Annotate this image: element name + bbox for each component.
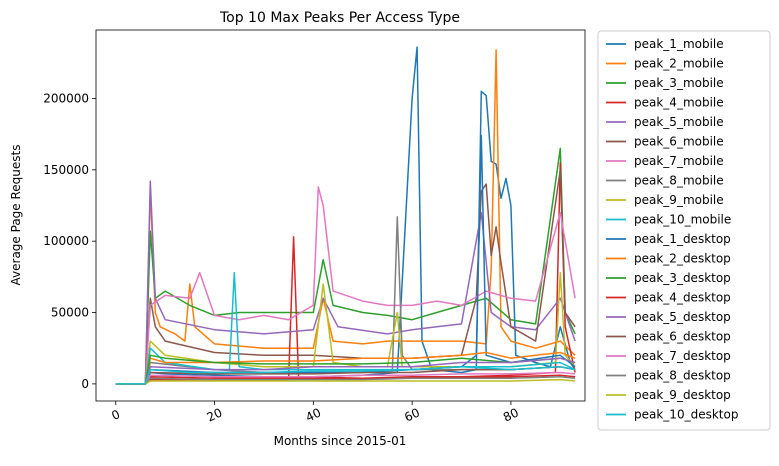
y-tick-label: 100000 <box>43 234 89 248</box>
legend-label: peak_6_mobile <box>634 135 724 149</box>
legend-box <box>597 30 771 431</box>
legend-label: peak_10_desktop <box>634 408 738 422</box>
series-line-peak_10_desktop <box>115 366 576 385</box>
plot-frame <box>95 29 586 402</box>
legend-label: peak_2_mobile <box>634 57 724 71</box>
series-line-peak_6_mobile <box>115 169 576 385</box>
x-tick-label: 20 <box>205 405 225 424</box>
series-line-peak_2_desktop <box>115 351 576 385</box>
x-tick-label: 60 <box>402 405 422 424</box>
y-tick-label: 150000 <box>43 163 89 177</box>
x-tick-label: 40 <box>303 405 323 424</box>
legend-label: peak_4_mobile <box>634 96 724 110</box>
legend-label: peak_9_desktop <box>634 388 731 402</box>
legend-label: peak_1_mobile <box>634 37 724 51</box>
series-line-peak_8_desktop <box>115 375 576 385</box>
y-tick-label: 200000 <box>43 91 89 105</box>
legend: peak_1_mobile peak_2_mobile peak_3_mobilep… <box>597 30 771 431</box>
legend-label: peak_8_mobile <box>634 174 724 188</box>
legend-label: peak_9_mobile <box>634 193 724 207</box>
series-line-peak_2_mobile <box>115 49 576 385</box>
y-tick-label: 0 <box>81 377 89 391</box>
x-axis-label: Months since 2015-01 <box>274 434 407 448</box>
legend-label: peak_2_desktop <box>634 252 731 266</box>
plot-area <box>95 29 586 402</box>
legend-label: peak_4_desktop <box>634 291 731 305</box>
y-axis-label: Average Page Requests <box>9 145 23 286</box>
series-line-peak_7_desktop <box>115 371 576 385</box>
y-axis: 0 50000 100000 150000 200000 <box>43 91 96 391</box>
series-line-peak_5_desktop <box>115 357 576 385</box>
chart-title: Top 10 Max Peaks Per Access Type <box>219 10 460 26</box>
series-line-peak_7_mobile <box>115 186 576 385</box>
series-line-peak_1_desktop <box>115 134 576 385</box>
series-line-peak_9_desktop <box>115 378 576 385</box>
legend-label: peak_3_mobile <box>634 76 724 90</box>
legend-label: peak_5_mobile <box>634 115 724 129</box>
legend-label: peak_1_desktop <box>634 232 731 246</box>
series-line-peak_5_mobile <box>115 180 576 385</box>
legend-label: peak_8_desktop <box>634 369 731 383</box>
series-line-peak_3_mobile <box>115 147 576 385</box>
series-line-peak_4_mobile <box>115 161 576 385</box>
x-axis: 0 20 40 60 80 <box>109 401 521 425</box>
x-tick-label: 0 <box>109 407 122 423</box>
y-tick-label: 50000 <box>51 306 89 320</box>
legend-label: peak_7_mobile <box>634 154 724 168</box>
legend-label: peak_5_desktop <box>634 310 731 324</box>
series-line-peak_10_mobile <box>115 271 576 385</box>
legend-label: peak_10_mobile <box>634 213 731 227</box>
legend-label: peak_7_desktop <box>634 349 731 363</box>
legend-label: peak_3_desktop <box>634 271 731 285</box>
x-tick-label: 80 <box>501 405 521 424</box>
legend-label: peak_6_desktop <box>634 330 731 344</box>
